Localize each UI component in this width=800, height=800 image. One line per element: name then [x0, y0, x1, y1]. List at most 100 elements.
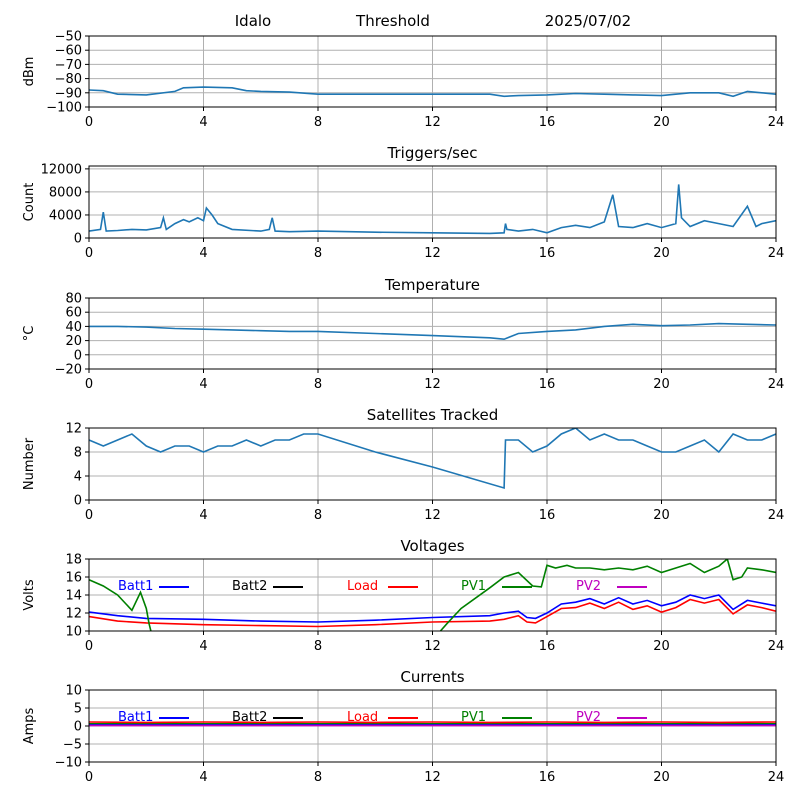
- y-tick-label: 14: [65, 589, 82, 604]
- x-tick-label: 16: [539, 770, 556, 785]
- x-tick-label: 8: [314, 508, 322, 523]
- x-tick-label: 0: [85, 770, 93, 785]
- x-tick-label: 24: [768, 639, 785, 654]
- y-tick-label: 10: [65, 625, 82, 640]
- x-tick-label: 16: [539, 246, 556, 261]
- panel-satellites: 0 4 8 12 16 20 24 0 4 8 12 Satellites Tracked Number: [22, 406, 784, 523]
- x-tick-label: 8: [314, 246, 322, 261]
- y-tick-label: −60: [55, 44, 82, 59]
- y-axis-label: Amps: [22, 707, 37, 744]
- x-tick-label: 4: [199, 770, 207, 785]
- header-station: Idalo: [235, 12, 271, 30]
- x-tick-label: 24: [768, 377, 785, 392]
- x-tick-label: 4: [199, 115, 207, 130]
- y-tick-label: 0: [74, 232, 82, 247]
- y-tick-label: −100: [46, 101, 82, 116]
- series-line-batt1: [89, 594, 776, 623]
- chart-title: Triggers/sec: [387, 144, 478, 162]
- x-tick-label: 16: [539, 115, 556, 130]
- panel-triggers: 0 4 8 12 16 20 24 0 4000 8000 12000 Triggers/sec Cou…: [22, 144, 784, 261]
- y-tick-label: −50: [55, 30, 82, 45]
- x-tick-label: 12: [424, 508, 441, 523]
- legend-label-load: Load: [347, 579, 378, 594]
- x-tick-label: 16: [539, 508, 556, 523]
- y-tick-label: 40: [65, 320, 82, 335]
- x-tick-label: 8: [314, 770, 322, 785]
- y-tick-label: 8: [74, 446, 82, 461]
- x-tick-label: 8: [314, 639, 322, 654]
- legend-label-pv1: PV1: [461, 579, 486, 594]
- y-tick-label: −20: [55, 363, 82, 378]
- x-tick-label: 12: [424, 246, 441, 261]
- x-tick-label: 8: [314, 115, 322, 130]
- x-tick-label: 0: [85, 377, 93, 392]
- panel-voltages: 0 4 8 12 16 20 24 10 12 14 16 18 Voltages Volts Batt1 B…: [22, 537, 784, 654]
- legend-label-batt1: Batt1: [118, 710, 153, 725]
- y-tick-label: 8000: [49, 185, 82, 200]
- y-tick-label: 12: [65, 422, 82, 437]
- x-tick-label: 12: [424, 639, 441, 654]
- x-tick-label: 20: [653, 639, 670, 654]
- y-tick-label: 16: [65, 571, 82, 586]
- legend-label-load: Load: [347, 710, 378, 725]
- legend-label-batt2: Batt2: [232, 579, 267, 594]
- panel-currents: 0 4 8 12 16 20 24 −10 −5 0 5 10 Currents Amps Batt1 Bat…: [22, 668, 784, 785]
- x-tick-label: 4: [199, 639, 207, 654]
- y-tick-label: 12000: [41, 162, 82, 177]
- y-tick-label: 0: [74, 348, 82, 363]
- x-tick-label: 24: [768, 508, 785, 523]
- series-line-pv1: [89, 559, 776, 631]
- y-axis-label: Volts: [22, 579, 37, 611]
- x-tick-label: 16: [539, 639, 556, 654]
- y-tick-label: −10: [55, 756, 82, 771]
- y-tick-label: −90: [55, 86, 82, 101]
- x-tick-label: 24: [768, 770, 785, 785]
- series-line-signal: [89, 86, 776, 98]
- x-tick-label: 24: [768, 115, 785, 130]
- x-tick-label: 12: [424, 770, 441, 785]
- legend-label-batt2: Batt2: [232, 710, 267, 725]
- y-tick-label: 10: [65, 684, 82, 699]
- x-tick-label: 4: [199, 246, 207, 261]
- panel-signal: 0 4 8 12 16 20 24 −100−90−80−70−60−50 dBm: [22, 30, 784, 131]
- series-line-load: [89, 598, 776, 628]
- chart-title: Satellites Tracked: [367, 406, 498, 424]
- legend-label-batt1: Batt1: [118, 579, 153, 594]
- x-tick-label: 0: [85, 246, 93, 261]
- y-tick-label: 4: [74, 470, 82, 485]
- series-line-triggers: [89, 184, 776, 235]
- y-tick-label: 18: [65, 553, 82, 568]
- legend-label-pv1: PV1: [461, 710, 486, 725]
- header-date: 2025/07/02: [545, 12, 631, 30]
- x-tick-label: 16: [539, 377, 556, 392]
- x-tick-label: 20: [653, 115, 670, 130]
- legend-label-pv2: PV2: [576, 579, 601, 594]
- x-tick-label: 12: [424, 377, 441, 392]
- x-tick-label: 12: [424, 115, 441, 130]
- x-tick-label: 0: [85, 639, 93, 654]
- y-axis-label: Count: [22, 183, 37, 222]
- y-tick-label: 0: [74, 494, 82, 509]
- x-tick-label: 4: [199, 508, 207, 523]
- header-mode: Threshold: [355, 12, 430, 30]
- x-tick-label: 0: [85, 508, 93, 523]
- series-line-satellites: [89, 428, 776, 490]
- y-tick-label: 0: [74, 720, 82, 735]
- chart-title: Currents: [400, 668, 464, 686]
- chart-title: Temperature: [384, 276, 480, 294]
- y-axis-label: dBm: [22, 57, 37, 87]
- y-axis-label: Number: [22, 437, 37, 490]
- y-axis-label: °C: [22, 326, 37, 342]
- y-tick-label: −70: [55, 58, 82, 73]
- y-tick-label: −80: [55, 72, 82, 87]
- x-tick-label: 20: [653, 508, 670, 523]
- y-tick-label: 60: [65, 306, 82, 321]
- x-tick-label: 20: [653, 377, 670, 392]
- x-tick-label: 4: [199, 377, 207, 392]
- series-line-temperature: [89, 322, 776, 341]
- x-tick-label: 20: [653, 246, 670, 261]
- x-tick-label: 24: [768, 246, 785, 261]
- chart-title: Voltages: [400, 537, 464, 555]
